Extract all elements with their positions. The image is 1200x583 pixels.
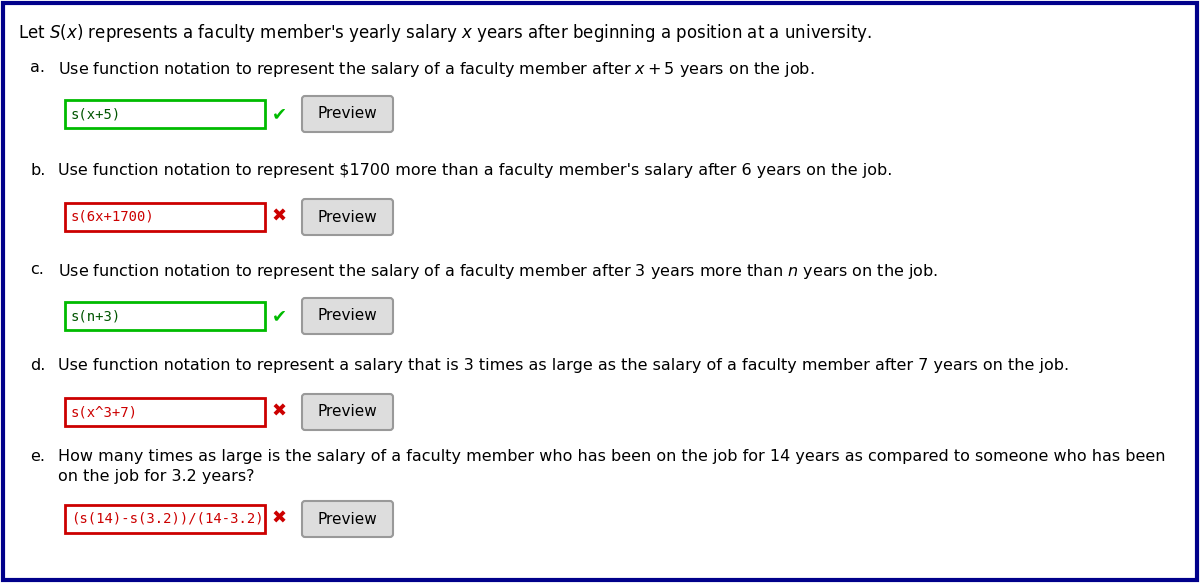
FancyBboxPatch shape [65, 505, 265, 533]
Text: b.: b. [30, 163, 46, 178]
Text: ✔: ✔ [271, 105, 287, 123]
Text: Preview: Preview [318, 405, 377, 420]
Text: (s(14)-s(3.2))/(14-3.2): (s(14)-s(3.2))/(14-3.2) [71, 512, 264, 526]
Text: s(x^3+7): s(x^3+7) [71, 405, 138, 419]
Text: Preview: Preview [318, 209, 377, 224]
Text: ✖: ✖ [271, 403, 287, 421]
Text: c.: c. [30, 262, 44, 277]
Text: How many times as large is the salary of a faculty member who has been on the jo: How many times as large is the salary of… [58, 449, 1165, 464]
FancyBboxPatch shape [302, 394, 394, 430]
Text: s(6x+1700): s(6x+1700) [71, 210, 155, 224]
FancyBboxPatch shape [302, 298, 394, 334]
Text: a.: a. [30, 60, 46, 75]
Text: Use function notation to represent a salary that is 3 times as large as the sala: Use function notation to represent a sal… [58, 358, 1069, 373]
Text: Use function notation to represent the salary of a faculty member after $x + 5$ : Use function notation to represent the s… [58, 60, 815, 79]
Text: on the job for 3.2 years?: on the job for 3.2 years? [58, 469, 254, 484]
FancyBboxPatch shape [302, 96, 394, 132]
FancyBboxPatch shape [65, 203, 265, 231]
Text: Preview: Preview [318, 107, 377, 121]
Text: Use function notation to represent the salary of a faculty member after 3 years : Use function notation to represent the s… [58, 262, 938, 281]
Text: d.: d. [30, 358, 46, 373]
Text: s(n+3): s(n+3) [71, 309, 121, 323]
Text: Preview: Preview [318, 308, 377, 324]
Text: Preview: Preview [318, 511, 377, 526]
FancyBboxPatch shape [65, 302, 265, 330]
Text: ✔: ✔ [271, 307, 287, 325]
Text: e.: e. [30, 449, 46, 464]
Text: Let $S(x)$ represents a faculty member's yearly salary $x$ years after beginning: Let $S(x)$ represents a faculty member's… [18, 22, 872, 44]
Text: ✖: ✖ [271, 510, 287, 528]
FancyBboxPatch shape [65, 398, 265, 426]
FancyBboxPatch shape [302, 501, 394, 537]
Text: s(x+5): s(x+5) [71, 107, 121, 121]
Text: Use function notation to represent $1700 more than a faculty member's salary aft: Use function notation to represent $1700… [58, 163, 893, 178]
Text: ✖: ✖ [271, 208, 287, 226]
FancyBboxPatch shape [302, 199, 394, 235]
FancyBboxPatch shape [65, 100, 265, 128]
FancyBboxPatch shape [2, 3, 1198, 580]
